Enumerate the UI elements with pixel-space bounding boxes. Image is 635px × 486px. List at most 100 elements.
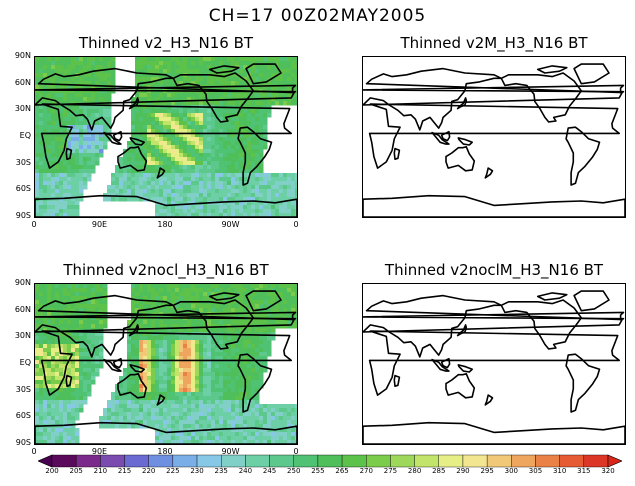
bt-cell [195,193,200,198]
bt-cell [47,384,52,389]
bt-cell [255,213,260,217]
bt-cell [199,416,204,421]
bt-cell [147,189,152,194]
bt-cell [267,201,272,206]
bt-cell [63,121,68,126]
bt-cell [215,348,220,353]
bt-cell [251,85,256,90]
bt-cell [203,125,208,130]
bt-cell [211,149,216,154]
bt-cell [75,360,80,365]
bt-cell [87,284,92,289]
bt-cell [87,320,92,325]
bt-cell [147,296,152,301]
bt-cell [227,344,232,349]
bt-cell [219,73,224,78]
bt-cell [239,392,244,397]
bt-cell [83,137,88,142]
bt-cell [251,125,256,130]
bt-cell [103,65,108,70]
bt-cell [267,93,272,98]
bt-cell [283,428,288,433]
bt-cell [179,436,184,441]
colorbar-tick-label: 275 [383,467,398,475]
bt-cell [255,352,260,357]
bt-cell [67,149,72,154]
bt-cell [263,416,268,421]
bt-cell [195,177,200,182]
bt-cell [35,105,40,110]
bt-cell [215,320,220,325]
bt-cell [135,117,140,122]
bt-cell [255,344,260,349]
bt-cell [143,133,148,138]
bt-cell [111,416,116,421]
bt-cell [155,149,160,154]
bt-cell [183,428,188,433]
bt-cell [219,209,224,214]
bt-cell [127,396,132,401]
bt-cell [155,320,160,325]
bt-cell [139,400,144,405]
bt-cell [123,404,128,409]
bt-cell [207,420,212,425]
bt-cell [235,328,240,333]
bt-cell [235,404,240,409]
bt-cell [51,149,56,154]
bt-cell [259,332,264,337]
bt-cell [135,109,140,114]
bt-cell [67,328,72,333]
bt-cell [179,420,184,425]
bt-cell [75,133,80,138]
bt-cell [59,336,64,341]
bt-cell [179,356,184,361]
bt-cell [119,404,124,409]
bt-cell [287,292,292,297]
bt-cell [159,288,164,293]
bt-cell [223,133,228,138]
bt-cell [171,117,176,122]
bt-cell [251,384,256,389]
bt-cell [135,57,140,62]
bt-cell [227,364,232,369]
bt-cell [95,137,100,142]
bt-cell [123,420,128,425]
bt-cell [243,205,248,210]
bt-cell [79,149,84,154]
bt-cell [63,416,68,421]
bt-cell [255,141,260,146]
bt-cell [283,320,288,325]
bt-cell [155,101,160,106]
bt-cell [155,380,160,385]
bt-cell [67,133,72,138]
bt-cell [275,320,280,325]
colorbar-tick-label: 310 [552,467,567,475]
bt-cell [127,332,132,337]
bt-cell [219,340,224,345]
bt-cell [99,320,104,325]
bt-cell [183,65,188,70]
bt-cell [219,81,224,86]
bt-cell [175,320,180,325]
bt-cell [91,133,96,138]
bt-cell [159,420,164,425]
bt-cell [155,181,160,186]
bt-cell [235,69,240,74]
bt-cell [83,69,88,74]
bt-cell [239,424,244,429]
bt-cell [211,440,216,444]
bt-cell [183,416,188,421]
bt-cell [55,420,60,425]
bt-cell [71,432,76,437]
bt-cell [55,169,60,174]
bt-cell [67,344,72,349]
bt-cell [183,113,188,118]
bt-cell [103,93,108,98]
bt-cell [199,344,204,349]
bt-cell [183,77,188,82]
bt-cell [191,400,196,405]
bt-cell [143,173,148,178]
bt-cell [143,396,148,401]
bt-cell [207,432,212,437]
bt-cell [155,169,160,174]
